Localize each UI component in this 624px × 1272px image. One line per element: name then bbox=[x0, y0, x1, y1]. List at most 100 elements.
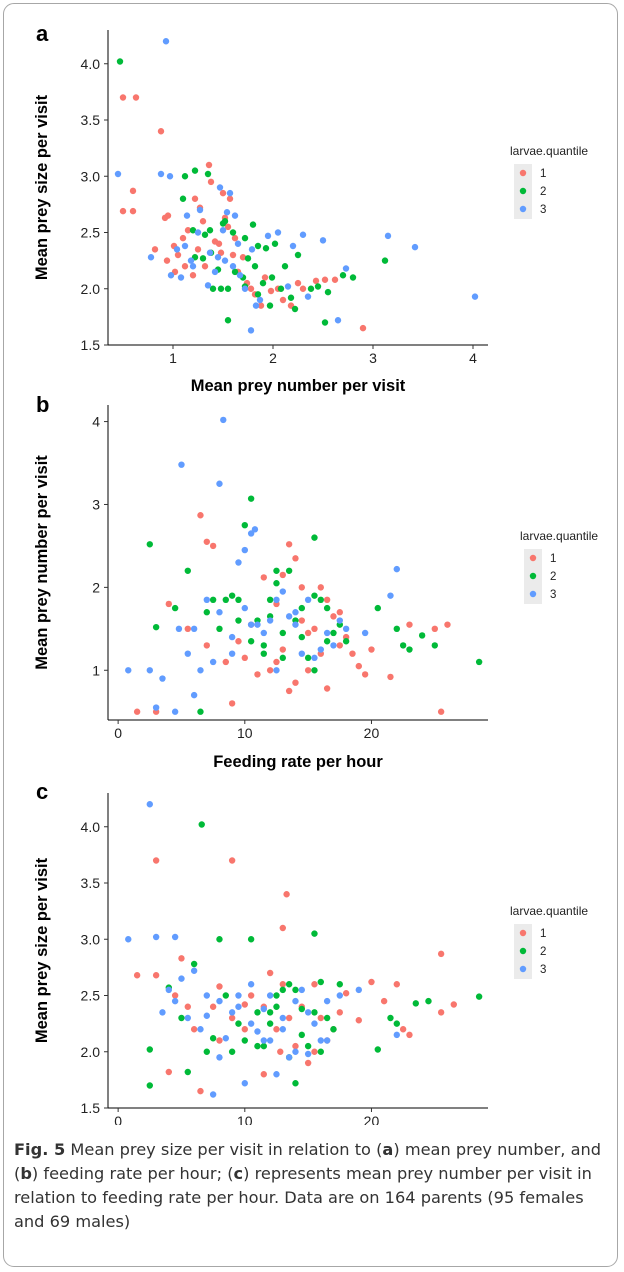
point-series-3 bbox=[125, 667, 132, 674]
point-series-2 bbox=[203, 609, 210, 616]
point-series-1 bbox=[163, 257, 171, 264]
point-series-1 bbox=[321, 276, 329, 283]
point-series-2 bbox=[324, 288, 332, 296]
point-series-3 bbox=[187, 257, 195, 264]
point-series-1 bbox=[181, 263, 189, 270]
point-series-3 bbox=[260, 1037, 267, 1044]
point-series-3 bbox=[336, 617, 343, 624]
point-series-1 bbox=[219, 189, 227, 197]
point-series-3 bbox=[334, 317, 342, 324]
point-series-3 bbox=[190, 625, 198, 633]
point-series-3 bbox=[317, 646, 324, 653]
point-series-3 bbox=[159, 675, 166, 682]
y-axis-label: Mean prey size per visit bbox=[33, 857, 51, 1043]
legend-key-1 bbox=[519, 929, 527, 937]
point-series-2 bbox=[152, 623, 160, 631]
point-series-3 bbox=[173, 246, 181, 253]
point-series-3 bbox=[171, 933, 179, 941]
point-series-2 bbox=[217, 285, 225, 292]
point-series-2 bbox=[314, 283, 322, 290]
x-tick-label: 1 bbox=[169, 350, 177, 366]
point-series-3 bbox=[203, 992, 210, 999]
point-series-1 bbox=[191, 195, 199, 202]
point-series-2 bbox=[260, 650, 267, 657]
point-series-1 bbox=[273, 658, 280, 666]
point-series-3 bbox=[146, 801, 153, 808]
caption-text-3: ) feeding rate per hour; ( bbox=[31, 1164, 234, 1183]
point-series-3 bbox=[204, 282, 212, 289]
point-series-2 bbox=[228, 592, 236, 599]
legend-key-2 bbox=[529, 572, 537, 580]
point-series-3 bbox=[190, 691, 198, 699]
point-series-3 bbox=[323, 1037, 331, 1044]
point-series-1 bbox=[279, 571, 286, 579]
point-series-2 bbox=[311, 930, 318, 937]
point-series-1 bbox=[254, 671, 261, 678]
point-series-3 bbox=[298, 986, 305, 994]
point-series-2 bbox=[247, 936, 255, 943]
point-series-3 bbox=[387, 592, 394, 599]
point-series-1 bbox=[311, 981, 318, 988]
point-series-1 bbox=[336, 1009, 343, 1016]
point-series-3 bbox=[206, 249, 214, 256]
point-series-1 bbox=[247, 992, 255, 999]
point-series-3 bbox=[183, 212, 191, 219]
point-series-2 bbox=[336, 981, 343, 988]
point-series-3 bbox=[171, 708, 179, 715]
point-series-1 bbox=[285, 541, 293, 548]
point-series-3 bbox=[411, 243, 419, 251]
point-series-2 bbox=[228, 1048, 236, 1055]
point-series-1 bbox=[133, 708, 141, 715]
point-series-1 bbox=[261, 274, 269, 281]
point-series-1 bbox=[342, 990, 350, 997]
point-series-3 bbox=[241, 546, 248, 554]
point-series-2 bbox=[475, 658, 483, 666]
legend-key-1 bbox=[519, 169, 527, 177]
point-series-1 bbox=[292, 679, 299, 686]
y-tick-label: 4.0 bbox=[81, 819, 101, 835]
point-series-3 bbox=[323, 997, 331, 1005]
point-series-3 bbox=[125, 936, 132, 943]
point-series-2 bbox=[229, 229, 237, 236]
panel-label: a bbox=[36, 21, 49, 46]
point-series-2 bbox=[349, 274, 357, 281]
point-series-3 bbox=[248, 246, 256, 253]
point-series-1 bbox=[299, 285, 307, 292]
point-series-2 bbox=[279, 654, 286, 662]
legend-label-3: 3 bbox=[540, 964, 546, 976]
point-series-1 bbox=[292, 555, 299, 562]
point-series-3 bbox=[304, 293, 312, 300]
point-series-1 bbox=[184, 227, 192, 234]
point-series-1 bbox=[209, 542, 217, 550]
legend-label-1: 1 bbox=[540, 168, 546, 180]
point-series-3 bbox=[317, 1037, 324, 1044]
point-series-2 bbox=[235, 1020, 242, 1027]
point-series-3 bbox=[251, 526, 259, 533]
point-series-2 bbox=[298, 1005, 305, 1013]
point-series-1 bbox=[279, 981, 286, 988]
panel-a: 1 2 3 4 1.5 2.0 2.5 3.0 3.5 4.0 Mean prey number p… bbox=[33, 21, 588, 395]
point-series-1 bbox=[393, 981, 400, 988]
point-series-1 bbox=[260, 574, 267, 581]
point-series-3 bbox=[165, 986, 172, 994]
y-tick-label: 2.0 bbox=[81, 281, 101, 297]
point-series-3 bbox=[285, 613, 293, 620]
point-series-2 bbox=[181, 173, 189, 180]
point-series-1 bbox=[304, 629, 312, 637]
point-series-2 bbox=[116, 58, 124, 65]
point-series-3 bbox=[236, 272, 244, 279]
point-series-3 bbox=[189, 263, 197, 270]
point-series-2 bbox=[323, 638, 331, 645]
caption-text-1: Mean prey size per visit in relation to … bbox=[65, 1140, 383, 1159]
point-series-1 bbox=[235, 638, 242, 645]
point-series-1 bbox=[203, 538, 210, 545]
point-series-2 bbox=[311, 667, 318, 674]
point-series-3 bbox=[226, 189, 234, 197]
point-series-1 bbox=[266, 969, 274, 977]
point-series-1 bbox=[317, 1014, 324, 1022]
point-series-3 bbox=[384, 232, 392, 240]
point-series-2 bbox=[209, 1035, 217, 1042]
point-series-2 bbox=[273, 580, 280, 587]
point-series-3 bbox=[203, 596, 210, 604]
point-series-2 bbox=[179, 195, 187, 202]
